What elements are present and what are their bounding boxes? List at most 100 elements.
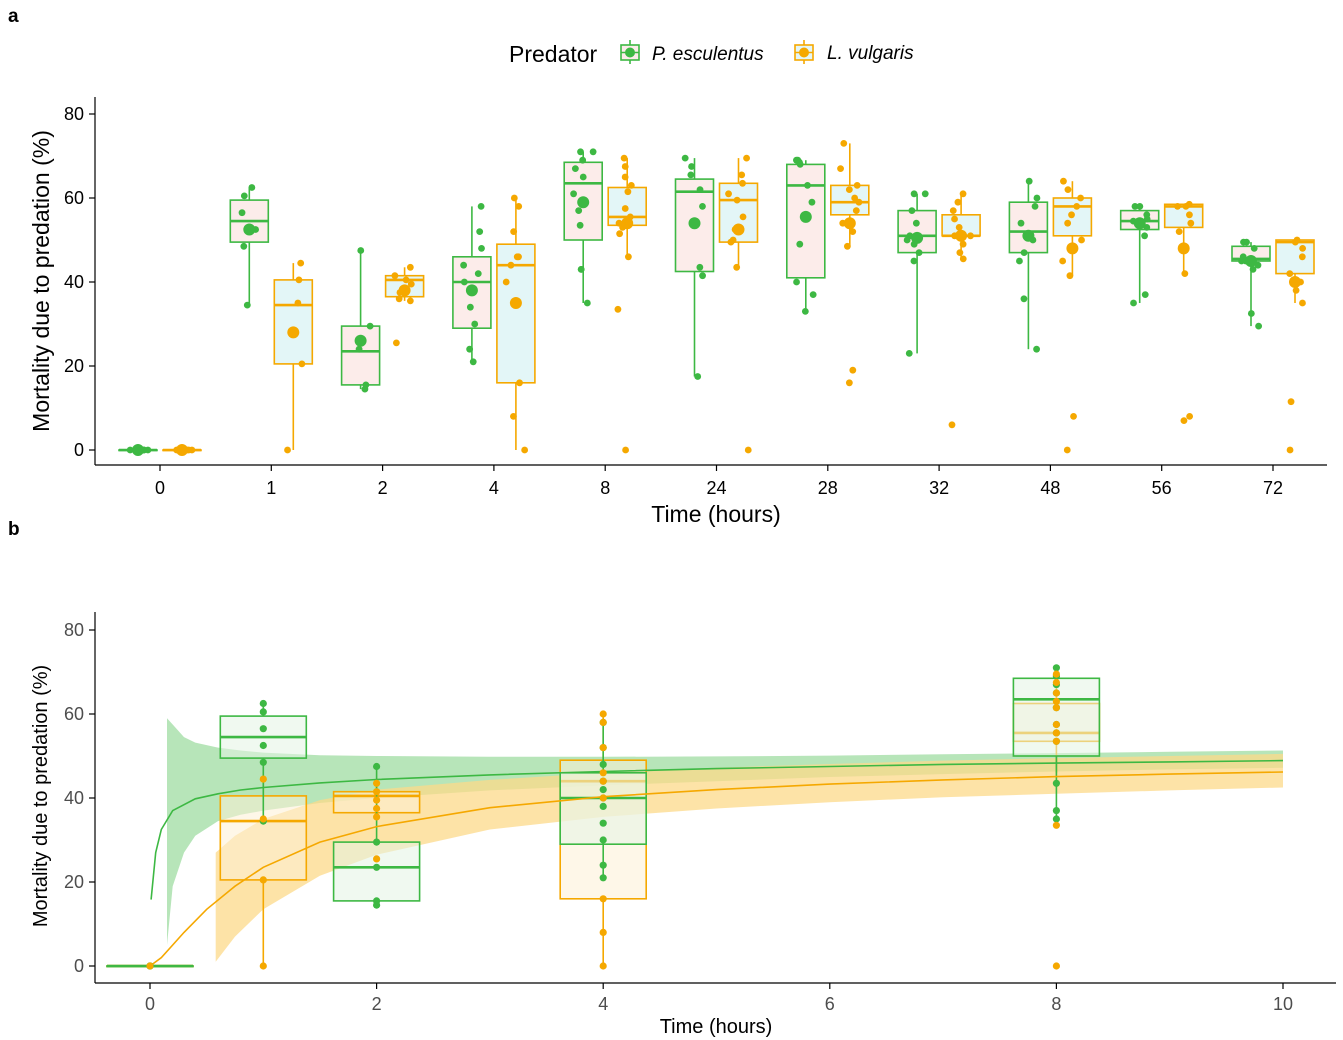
panel-a-mean-l-vulgaris: [398, 284, 411, 297]
panel-a-point-p-esculentus: [801, 308, 809, 315]
panel-b-point-p-esculentus: [373, 901, 381, 909]
panel-a-point-p-esculentus: [476, 228, 484, 236]
panel-a-point-l-vulgaris: [853, 182, 861, 189]
panel-b-x-tick-label: 8: [1051, 994, 1061, 1014]
panel-a-y-tick-label: 40: [64, 272, 84, 292]
panel-a-point-l-vulgaris: [837, 165, 844, 173]
panel-a-point-p-esculentus: [699, 203, 706, 210]
panel-b-tag: b: [8, 519, 20, 540]
panel-b-point-l-vulgaris: [1052, 720, 1060, 729]
panel-a-point-p-esculentus: [1020, 295, 1028, 303]
panel-b-y-tick-label: 20: [64, 872, 84, 892]
panel-a-point-l-vulgaris: [743, 154, 750, 162]
panel-b-point-p-esculentus: [1052, 664, 1060, 672]
panel-b-point-p-esculentus: [259, 708, 267, 716]
panel-a-point-p-esculentus: [1141, 232, 1149, 240]
panel-a-point-l-vulgaris: [621, 173, 629, 181]
panel-a-point-p-esculentus: [469, 358, 477, 366]
panel-a-point-p-esculentus: [460, 278, 468, 286]
panel-b-point-l-vulgaris: [373, 855, 381, 863]
panel-a-mean-l-vulgaris: [732, 223, 745, 236]
panel-b-point-p-esculentus: [599, 836, 607, 844]
panel-a-point-l-vulgaris: [849, 228, 857, 236]
panel-b-point-p-esculentus: [1052, 815, 1060, 823]
panel-a-point-l-vulgaris: [284, 446, 291, 454]
panel-a-point-l-vulgaris: [1078, 236, 1085, 244]
panel-b-point-l-vulgaris: [599, 794, 607, 802]
panel-b-point-p-esculentus: [259, 725, 267, 733]
panel-a-point-l-vulgaris: [620, 154, 628, 162]
panel-a-point-l-vulgaris: [959, 190, 967, 198]
panel-a-x-tick-label: 32: [929, 478, 949, 498]
panel-a-point-p-esculentus: [804, 182, 811, 189]
panel-a-mean-p-esculentus: [354, 334, 367, 347]
panel-a-x-tick-label: 2: [378, 478, 388, 498]
panel-a-point-l-vulgaris: [406, 297, 414, 305]
panel-b-point-l-vulgaris: [146, 962, 154, 970]
panel-a-point-p-esculentus: [576, 221, 584, 229]
panel-a-point-l-vulgaris: [395, 295, 403, 303]
panel-b-ribbon-p-esculentus: [167, 718, 1283, 945]
panel-a-x-tick-label: 8: [600, 478, 610, 498]
panel-a-point-l-vulgaris: [845, 379, 853, 387]
panel-b-point-l-vulgaris: [373, 779, 381, 787]
panel-a-point-p-esculentus: [793, 278, 800, 286]
panel-a-x-tick-label: 0: [155, 478, 165, 498]
panel-a-point-l-vulgaris: [733, 263, 741, 271]
panel-a-y-tick-label: 80: [64, 104, 84, 124]
panel-b-x-tick-label: 6: [825, 994, 835, 1014]
panel-a-point-p-esculentus: [1016, 257, 1023, 265]
panel-a-point-l-vulgaris: [955, 224, 963, 231]
panel-a-point-l-vulgaris: [402, 276, 410, 284]
panel-b-point-p-esculentus: [259, 741, 267, 750]
panel-b-point-l-vulgaris: [599, 928, 607, 937]
panel-a-point-l-vulgaris: [1064, 219, 1072, 227]
panel-b-point-p-esculentus: [373, 838, 381, 846]
panel-b-point-l-vulgaris: [1052, 697, 1060, 706]
panel-a-point-p-esculentus: [915, 249, 923, 256]
panel-a-point-p-esculentus: [688, 163, 695, 170]
panel-a-point-p-esculentus: [575, 207, 583, 215]
panel-a-point-l-vulgaris: [1298, 253, 1306, 261]
panel-a-point-p-esculentus: [1250, 245, 1258, 252]
panel-a-point-p-esculentus: [908, 207, 916, 215]
panel-a-point-p-esculentus: [1031, 203, 1039, 210]
panel-a-point-p-esculentus: [1025, 177, 1033, 185]
panel-b-y-tick-label: 0: [74, 956, 84, 976]
panel-b-point-p-esculentus: [599, 861, 607, 869]
panel-a-point-l-vulgaris: [1068, 211, 1075, 219]
panel-a-point-l-vulgaris: [392, 339, 400, 347]
legend-key-l-vulgaris: [794, 40, 814, 64]
panel-a-x-tick-label: 48: [1040, 478, 1060, 498]
panel-b-point-l-vulgaris: [373, 796, 381, 804]
panel-b-point-p-esculentus: [1052, 779, 1060, 787]
panel-b-ribbon-l-vulgaris: [215, 753, 1284, 962]
panel-a-box-l-vulgaris: [496, 243, 536, 384]
panel-b-y-tick-label: 40: [64, 788, 84, 808]
panel-a-mean-p-esculentus: [799, 210, 812, 223]
panel-a-point-p-esculentus: [910, 257, 918, 265]
legend-title: Predator: [509, 41, 598, 67]
panel-b-point-p-esculentus: [599, 760, 607, 769]
panel-a-x-tick-label: 24: [706, 478, 726, 498]
panel-b-point-l-vulgaris: [599, 718, 607, 727]
panel-a-point-l-vulgaris: [849, 366, 857, 374]
panel-b-point-l-vulgaris: [1052, 962, 1060, 970]
panel-a-point-l-vulgaris: [297, 259, 305, 267]
panel-a-point-l-vulgaris: [624, 188, 632, 196]
panel-a-point-l-vulgaris: [407, 280, 415, 288]
panel-a-point-p-esculentus: [357, 247, 365, 254]
panel-b-point-l-vulgaris: [1052, 689, 1060, 697]
panel-a-point-l-vulgaris: [1291, 238, 1299, 246]
panel-a-point-p-esculentus: [466, 303, 474, 311]
panel-a-point-l-vulgaris: [1073, 203, 1081, 210]
panel-a-mean-l-vulgaris: [176, 444, 188, 456]
panel-a-point-l-vulgaris: [739, 213, 747, 221]
panel-a-mean-p-esculentus: [1245, 255, 1257, 267]
panel-a-point-l-vulgaris: [739, 179, 746, 187]
panel-a-point-l-vulgaris: [1064, 186, 1072, 194]
panel-b-point-l-vulgaris: [599, 769, 607, 777]
panel-a-point-l-vulgaris: [515, 203, 523, 210]
panel-a-point-p-esculentus: [694, 373, 702, 380]
